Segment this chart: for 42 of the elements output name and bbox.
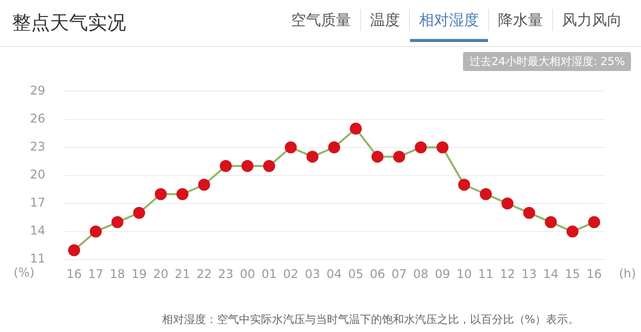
x-tick-label: 03 bbox=[304, 266, 320, 281]
text: 降水量 bbox=[498, 11, 543, 29]
x-tick-label: 05 bbox=[348, 266, 364, 281]
x-tick-label: 13 bbox=[522, 266, 537, 281]
x-tick-label: 14 bbox=[543, 266, 558, 281]
y-tick-label: 23 bbox=[30, 139, 46, 154]
x-tick-label: 04 bbox=[326, 266, 342, 281]
x-tick-label: 16 bbox=[66, 266, 82, 281]
x-tick-label: 21 bbox=[174, 266, 190, 281]
x-tick-label: 07 bbox=[392, 266, 407, 281]
y-tick-label: 29 bbox=[30, 83, 46, 98]
y-axis-title: (%) bbox=[14, 266, 34, 280]
x-tick-label: 11 bbox=[478, 266, 494, 281]
text: 相对湿度：空气中实际水汽压与当时气温下的饱和水汽压之比，以百分比（%）表示。 bbox=[160, 312, 580, 327]
x-axis-title: (h) bbox=[619, 266, 636, 281]
x-tick-label: 17 bbox=[88, 266, 104, 281]
x-tick-label: 09 bbox=[434, 266, 450, 281]
x-tick-label: 08 bbox=[413, 266, 428, 281]
chart-title: 整点天气实况 bbox=[12, 11, 126, 36]
x-tick-label: 06 bbox=[370, 266, 386, 281]
x-tick-label: 01 bbox=[261, 266, 277, 281]
x-tick-label: 16 bbox=[586, 266, 602, 281]
x-tick-label: 12 bbox=[500, 266, 516, 281]
y-tick-label: 11 bbox=[30, 252, 46, 266]
x-tick-label: 20 bbox=[153, 266, 168, 281]
x-tick-label: 22 bbox=[196, 266, 212, 281]
x-tick-label: 23 bbox=[218, 266, 234, 281]
y-tick-label: 14 bbox=[30, 224, 46, 238]
y-tick-label: 20 bbox=[30, 168, 46, 182]
x-tick-label: 10 bbox=[456, 266, 472, 281]
y-tick-label: 17 bbox=[30, 196, 46, 210]
x-tick-label: 02 bbox=[283, 266, 298, 281]
x-tick-label: 18 bbox=[110, 266, 126, 281]
y-tick-label: 26 bbox=[30, 111, 46, 126]
text: 空气质量 bbox=[291, 11, 351, 29]
x-tick-label: 19 bbox=[131, 266, 147, 281]
text: 风力风向 bbox=[562, 11, 622, 29]
text: 温度 bbox=[370, 11, 400, 29]
text: 相对湿度 bbox=[419, 11, 479, 29]
text: 过去24小时最大相对湿度: 25% bbox=[463, 52, 631, 71]
x-tick-label: 15 bbox=[564, 266, 580, 281]
x-tick-label: 00 bbox=[240, 266, 256, 281]
